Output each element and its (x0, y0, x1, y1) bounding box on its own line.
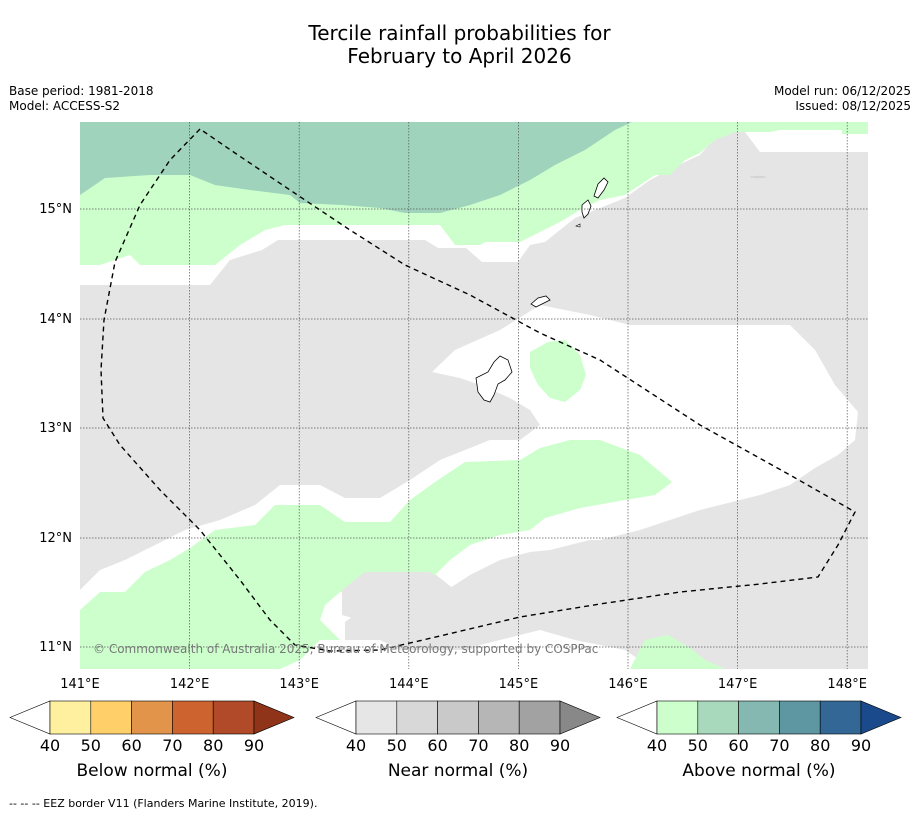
model-run-text: Model run: 06/12/2025 (773, 84, 911, 98)
colorbar-near-tick-label: 90 (550, 736, 570, 755)
lon-label: 144°E (389, 677, 429, 692)
colorbar-above-segment (656, 700, 699, 735)
colorbar-below-segment (212, 700, 255, 735)
colorbar-below-segment (131, 700, 173, 735)
colorbar-near-tick-label: 40 (346, 736, 366, 755)
colorbar-label-above: Above normal (%) (682, 761, 836, 781)
lon-label: 142°E (170, 677, 210, 692)
colorbar-label-below: Below normal (%) (76, 761, 228, 781)
island-tinian (581, 199, 592, 219)
colorbar-below-segment (90, 700, 132, 735)
colorbar-near-arrow-high (559, 700, 601, 735)
colorbar-below-tick-label: 50 (81, 736, 101, 755)
colorbar-below-tick-label: 90 (244, 736, 264, 755)
colorbar-near-tick-label: 50 (387, 736, 407, 755)
colorbar-near-segment (396, 700, 438, 735)
colorbar-near-segment (478, 700, 520, 735)
lat-axis-labels: 15°N 14°N 13°N 12°N 11°N (39, 202, 72, 655)
lon-label: 146°E (608, 677, 648, 692)
meta-right: Model run: 06/12/2025 Issued: 08/12/2025 (774, 84, 911, 114)
lon-label: 145°E (499, 677, 539, 692)
colorbar-near-tick-label: 70 (468, 736, 488, 755)
colorbar-below-tick-label: 70 (162, 736, 182, 755)
colorbar-below-arrow-high (253, 700, 295, 735)
lat-label: 12°N (39, 531, 72, 546)
title-line-2: February to April 2026 (347, 44, 572, 68)
above-normal-40-south-edge (630, 635, 725, 669)
colorbar-below-tick-label: 40 (40, 736, 60, 755)
colorbar-above-arrow-high (860, 700, 902, 735)
colorbar-near-tick-label: 60 (427, 736, 447, 755)
colorbar-above-segment (738, 700, 780, 735)
chart-title: Tercile rainfall probabilities for Febru… (0, 22, 919, 68)
colorbar-below-arrow-low (9, 700, 51, 735)
copyright-text: © Commonwealth of Australia 2025, Bureau… (93, 642, 598, 656)
lat-label: 14°N (39, 312, 72, 327)
island-saipan (593, 177, 609, 199)
colorbar-above-tick-label: 90 (851, 736, 871, 755)
lat-label: 13°N (39, 421, 72, 436)
colorbar-below-segment (172, 700, 214, 735)
colorbar-below-tick-label: 60 (121, 736, 141, 755)
colorbar-near-segment (355, 700, 398, 735)
colorbar-above-segment (697, 700, 739, 735)
gridlines (80, 122, 868, 669)
lat-label: 15°N (39, 202, 72, 217)
probability-field: © Commonwealth of Australia 2025, Bureau… (80, 122, 868, 669)
lon-label: 148°E (827, 677, 867, 692)
colorbar-label-near: Near normal (%) (387, 761, 529, 781)
island-guam (475, 355, 513, 403)
eez-legend-text: -- -- -- EEZ border V11 (Flanders Marine… (9, 797, 318, 810)
above-normal-40-island-region (530, 340, 586, 402)
colorbars: 40 50 60 70 80 90 40 50 60 70 80 90 40 50 60 70 80 90 (9, 700, 902, 755)
lat-label: 11°N (39, 640, 72, 655)
colorbar-above-segment (819, 700, 862, 735)
near-normal-inset (342, 515, 868, 640)
colorbar-near-segment (437, 700, 479, 735)
lon-axis-labels: 141°E 142°E 143°E 144°E 145°E 146°E 147°… (60, 677, 867, 692)
island-aguijan (575, 223, 581, 228)
base-period-text: Base period: 1981-2018 (9, 84, 154, 98)
colorbar-above-arrow-low (616, 700, 658, 735)
meta-left: Base period: 1981-2018 Model: ACCESS-S2 (9, 84, 154, 114)
colorbar-above-tick-label: 50 (688, 736, 708, 755)
colorbar-below-tick-label: 80 (203, 736, 223, 755)
colorbar-near-arrow-low (315, 700, 357, 735)
island-rota (530, 295, 551, 308)
colorbar-above-tick-label: 40 (647, 736, 667, 755)
above-normal-40-south (80, 440, 672, 669)
lon-label: 143°E (279, 677, 319, 692)
above-normal-50-north (80, 122, 632, 213)
lon-label: 141°E (60, 677, 100, 692)
colorbar-near-tick-label: 80 (509, 736, 529, 755)
colorbar-above-tick-label: 80 (810, 736, 830, 755)
model-text: Model: ACCESS-S2 (9, 99, 121, 113)
colorbar-above-segment (779, 700, 821, 735)
colorbar-near-segment (518, 700, 561, 735)
island-far-east (749, 175, 767, 179)
title-line-1: Tercile rainfall probabilities for (308, 21, 611, 45)
lon-label: 147°E (718, 677, 758, 692)
colorbar-below-segment (49, 700, 92, 735)
colorbar-above-tick-label: 70 (769, 736, 789, 755)
issued-text: Issued: 08/12/2025 (795, 99, 911, 113)
colorbar-above-tick-label: 60 (728, 736, 748, 755)
